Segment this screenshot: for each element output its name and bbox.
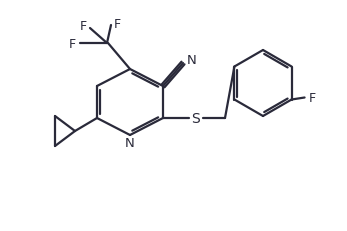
Text: F: F xyxy=(79,20,86,33)
Text: F: F xyxy=(113,17,120,30)
Text: S: S xyxy=(192,112,200,125)
Text: N: N xyxy=(125,137,135,149)
Text: F: F xyxy=(309,92,316,105)
Text: N: N xyxy=(187,53,197,66)
Text: F: F xyxy=(68,37,76,50)
